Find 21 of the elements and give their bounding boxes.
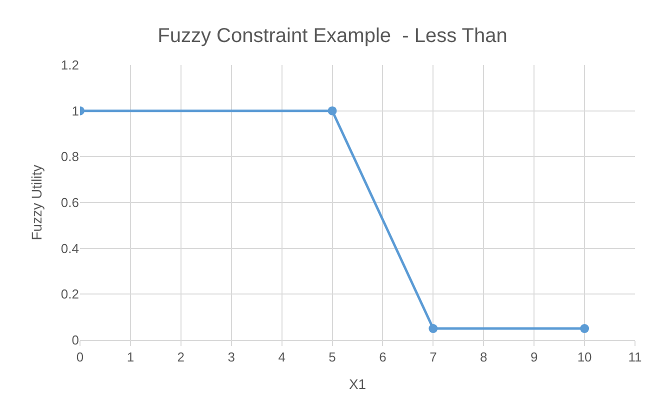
y-tick-label: 1.2 xyxy=(60,58,79,73)
x-tick-label: 10 xyxy=(577,350,592,365)
chart-title: Fuzzy Constraint Example - Less Than xyxy=(158,25,508,47)
y-tick-label: 1 xyxy=(72,103,79,118)
y-tick-label: 0.4 xyxy=(60,240,79,256)
x-tick-label: 9 xyxy=(530,350,538,365)
y-tick-label: 0.8 xyxy=(60,149,79,164)
y-tick-label: 0.6 xyxy=(60,195,79,210)
x-tick-label: 5 xyxy=(328,350,336,365)
x-tick-label: 1 xyxy=(126,350,134,365)
x-tick-label: 7 xyxy=(430,350,437,365)
x-tick-label: 8 xyxy=(480,350,488,365)
y-axis-title: Fuzzy Utility xyxy=(28,164,45,240)
x-tick-label: 2 xyxy=(177,350,185,365)
x-tick-label: 4 xyxy=(278,350,286,365)
x-tick-label: 6 xyxy=(379,350,386,365)
x-tick-label: 11 xyxy=(628,350,642,365)
x-tick-label: 3 xyxy=(228,350,235,365)
y-tick-label: 0.2 xyxy=(60,286,79,302)
x-axis-title: X1 xyxy=(348,376,366,392)
y-tick-label: 0 xyxy=(72,332,79,348)
